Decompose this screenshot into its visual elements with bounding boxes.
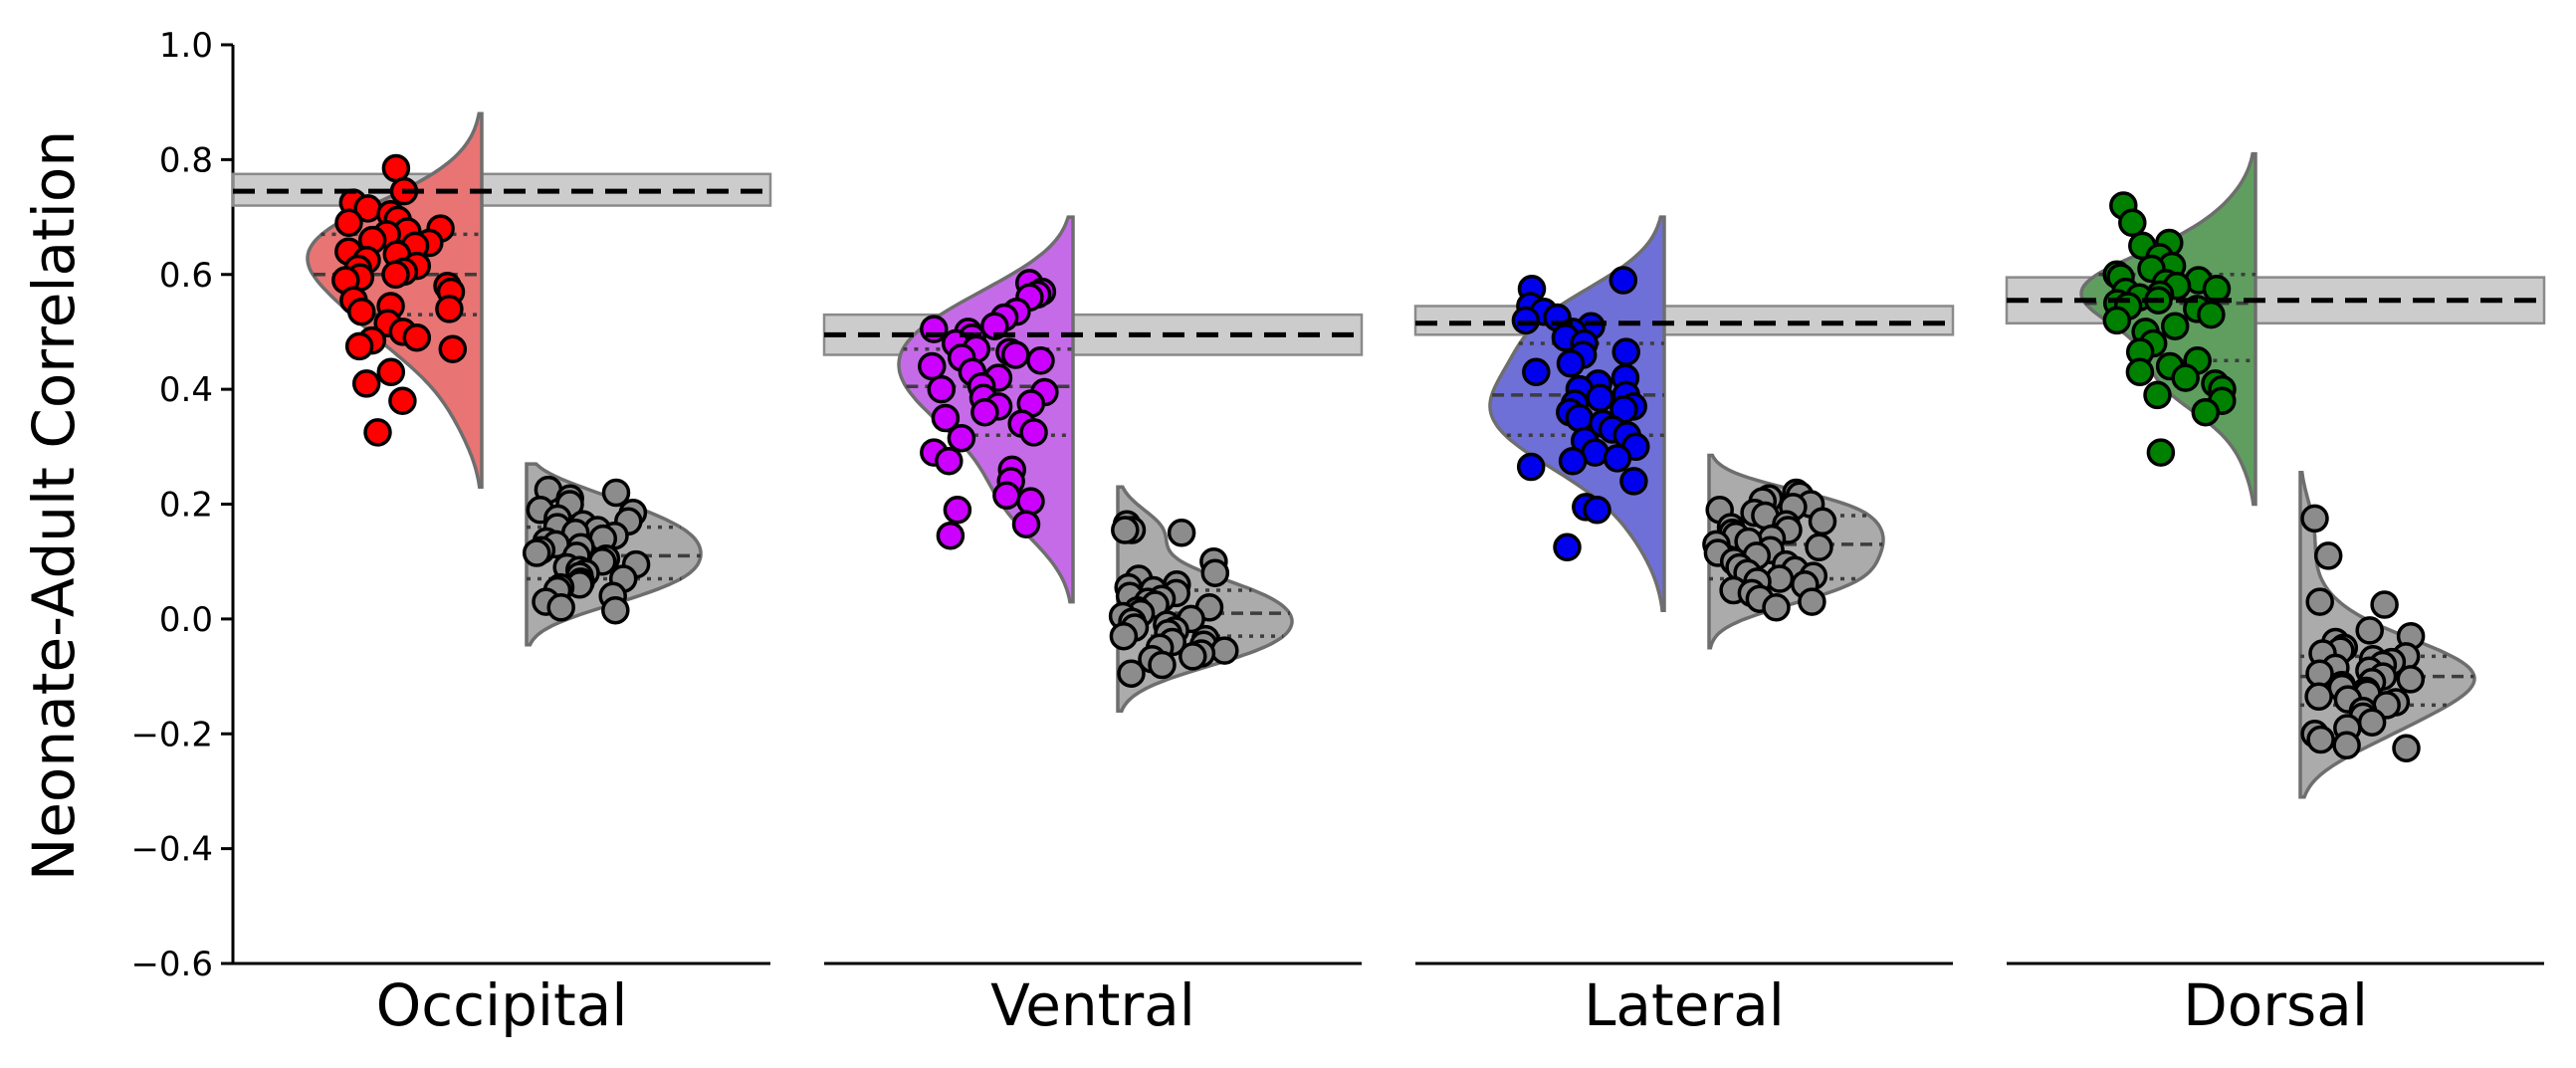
observed-point	[2125, 357, 2155, 387]
observed-point	[1609, 266, 1638, 295]
observed-point	[1611, 337, 1640, 366]
observed-point	[381, 153, 411, 183]
observed-point	[970, 397, 999, 427]
observed-point	[947, 423, 976, 453]
y-axis-title: Neonate-Adult Correlation	[20, 130, 88, 881]
observed-point	[438, 334, 468, 363]
panel-occipital: Occipital	[231, 111, 772, 1039]
observed-point	[1522, 357, 1551, 387]
observed-point	[402, 322, 432, 352]
y-tick-label: 0.2	[159, 486, 213, 526]
observed-point	[918, 351, 947, 381]
null-point	[1762, 593, 1791, 622]
observed-point	[1603, 444, 1632, 473]
observed-point	[363, 418, 392, 447]
observed-point	[1556, 348, 1586, 378]
null-point	[2370, 590, 2399, 619]
null-point	[1200, 558, 1230, 587]
null-point	[522, 538, 551, 567]
observed-point	[2102, 306, 2132, 335]
null-point	[2332, 731, 2361, 760]
panel-lateral: Lateral	[1413, 215, 1955, 1039]
observed-point	[2171, 363, 2200, 392]
observed-point	[334, 208, 363, 238]
observed-point	[1026, 346, 1055, 375]
null-point	[1148, 650, 1177, 680]
observed-point	[931, 403, 961, 433]
null-point	[2313, 541, 2343, 570]
observed-point	[1619, 467, 1648, 496]
observed-point	[388, 386, 417, 415]
y-tick-label: 0.8	[159, 140, 213, 180]
y-tick-label: 0.0	[159, 600, 213, 640]
observed-point	[927, 374, 957, 404]
observed-point	[347, 297, 376, 326]
null-point	[1109, 621, 1139, 651]
null-point	[1798, 587, 1826, 616]
observed-point	[344, 331, 374, 361]
observed-point	[1516, 452, 1546, 482]
null-point	[2304, 682, 2333, 712]
observed-point	[2160, 312, 2190, 340]
observed-point	[992, 481, 1021, 511]
observed-point	[2143, 380, 2172, 410]
category-label: Occipital	[376, 971, 628, 1039]
y-tick-label: −0.2	[130, 715, 213, 754]
y-tick-label: 0.6	[159, 256, 213, 296]
y-tick-label: 0.4	[159, 370, 213, 410]
category-label: Lateral	[1584, 971, 1785, 1039]
null-point	[2305, 587, 2334, 616]
null-point	[2300, 504, 2329, 534]
observed-point	[1511, 306, 1541, 335]
observed-point	[2191, 397, 2221, 427]
observed-point	[1565, 403, 1594, 433]
observed-point	[381, 260, 410, 290]
panel-ventral: Ventral	[822, 215, 1364, 1039]
null-point	[1167, 519, 1196, 547]
null-point	[2355, 616, 2384, 645]
null-point	[1210, 636, 1239, 665]
null-point	[1179, 642, 1207, 671]
null-point	[2396, 665, 2426, 694]
observed-point	[2118, 208, 2147, 238]
observed-point	[1016, 487, 1045, 516]
observed-point	[1019, 418, 1048, 447]
observed-point	[943, 496, 972, 525]
observed-point	[920, 315, 949, 343]
reference-band	[1413, 305, 1955, 336]
observed-point	[1011, 510, 1041, 538]
null-point	[2306, 725, 2335, 754]
observed-point	[2146, 438, 2176, 467]
y-tick-label: 1.0	[159, 26, 213, 66]
observed-point	[351, 369, 381, 398]
null-point	[601, 478, 631, 508]
observed-point	[1553, 533, 1582, 562]
category-label: Dorsal	[2183, 971, 2368, 1039]
panel-dorsal: Dorsal	[2005, 151, 2546, 1039]
null-point	[601, 595, 630, 625]
observed-point	[935, 446, 964, 476]
panels: Occipital Ventral Lateral Dorsal	[231, 111, 2546, 1039]
observed-point	[1583, 496, 1611, 525]
observed-point	[1586, 383, 1614, 413]
null-point	[1117, 659, 1146, 688]
null-point	[546, 593, 575, 622]
null-point	[1111, 516, 1140, 544]
y-axis: 1.0 0.8 0.6 0.4 0.2 0.0 −0.2 −0.4 −0.6	[130, 26, 235, 984]
null-point	[1805, 533, 1833, 562]
null-point	[2357, 708, 2387, 737]
observed-point	[1558, 446, 1588, 476]
null-point	[2392, 734, 2421, 762]
null-point	[1808, 507, 1837, 536]
observed-point	[2202, 274, 2232, 304]
observed-point	[376, 357, 406, 387]
y-tick-label: −0.4	[130, 830, 213, 870]
y-tick-label: −0.6	[130, 945, 213, 984]
category-label: Ventral	[990, 971, 1195, 1039]
observed-point	[1001, 340, 1030, 369]
observed-point	[2197, 300, 2226, 329]
observed-point	[936, 521, 966, 550]
observed-point	[435, 295, 464, 323]
